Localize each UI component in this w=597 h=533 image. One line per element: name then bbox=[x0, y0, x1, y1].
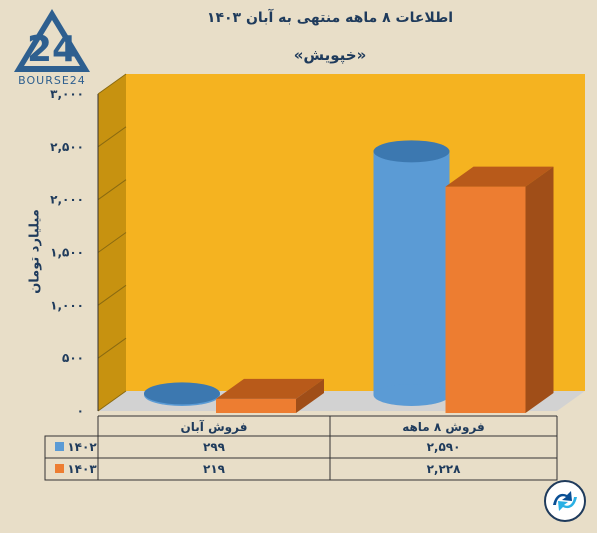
legend-label: ۱۴۰۲ bbox=[67, 440, 97, 454]
data-label: ۲۱۹ bbox=[203, 462, 226, 476]
bar-1403-front bbox=[445, 186, 526, 413]
bar-1402-top bbox=[144, 382, 220, 405]
bar-1402-top bbox=[373, 140, 450, 163]
x-category-label: فروش ۸ ماهه bbox=[402, 420, 485, 435]
chart-subtitle: «خپویش» bbox=[293, 46, 367, 64]
logo-mark: 24 bbox=[27, 29, 77, 70]
bar-1403-top bbox=[445, 166, 554, 187]
chart-title: اطلاعات ۸ ماهه منتهی به آبان ۱۴۰۳ bbox=[206, 10, 454, 26]
legend-swatch bbox=[55, 464, 64, 473]
wall-gridline bbox=[97, 126, 127, 148]
y-tick-label: ۱,۰۰۰ bbox=[50, 298, 84, 312]
bar-1403-side bbox=[296, 378, 324, 413]
refresh-icon bbox=[544, 480, 586, 522]
bourse24-logo: 24 BOURSE24 bbox=[14, 9, 90, 86]
wall-gridline bbox=[97, 390, 127, 412]
bar-1402-base bbox=[373, 384, 450, 406]
bar-1403-front bbox=[216, 398, 296, 413]
y-tick-label: ۳,۰۰۰ bbox=[50, 87, 84, 101]
y-tick-label: ۵۰۰ bbox=[62, 351, 84, 365]
logo-brand-text: BOURSE24 bbox=[18, 74, 86, 86]
bar-1403-side bbox=[525, 166, 554, 413]
wall-gridline bbox=[97, 179, 127, 201]
data-label: ۲,۵۹۰ bbox=[427, 440, 461, 454]
y-tick-label: ۲,۰۰۰ bbox=[50, 193, 84, 207]
bar-1402-body bbox=[373, 151, 450, 395]
y-tick-label: ۲,۵۰۰ bbox=[50, 140, 84, 154]
data-label: ۲۹۹ bbox=[203, 440, 226, 454]
y-tick-label: ۱,۵۰۰ bbox=[50, 246, 84, 260]
legend-swatch bbox=[55, 442, 64, 451]
wall-gridline bbox=[97, 284, 127, 306]
bar-1403-top bbox=[216, 378, 324, 399]
wall-gridline bbox=[97, 73, 127, 95]
y-tick-label: ۰ bbox=[77, 404, 84, 418]
x-category-label: فروش آبان bbox=[181, 419, 248, 435]
wall-gridline bbox=[97, 232, 127, 253]
wall-gridline bbox=[97, 337, 127, 359]
legend-label: ۱۴۰۳ bbox=[67, 462, 97, 476]
data-label: ۲,۲۲۸ bbox=[427, 462, 462, 476]
